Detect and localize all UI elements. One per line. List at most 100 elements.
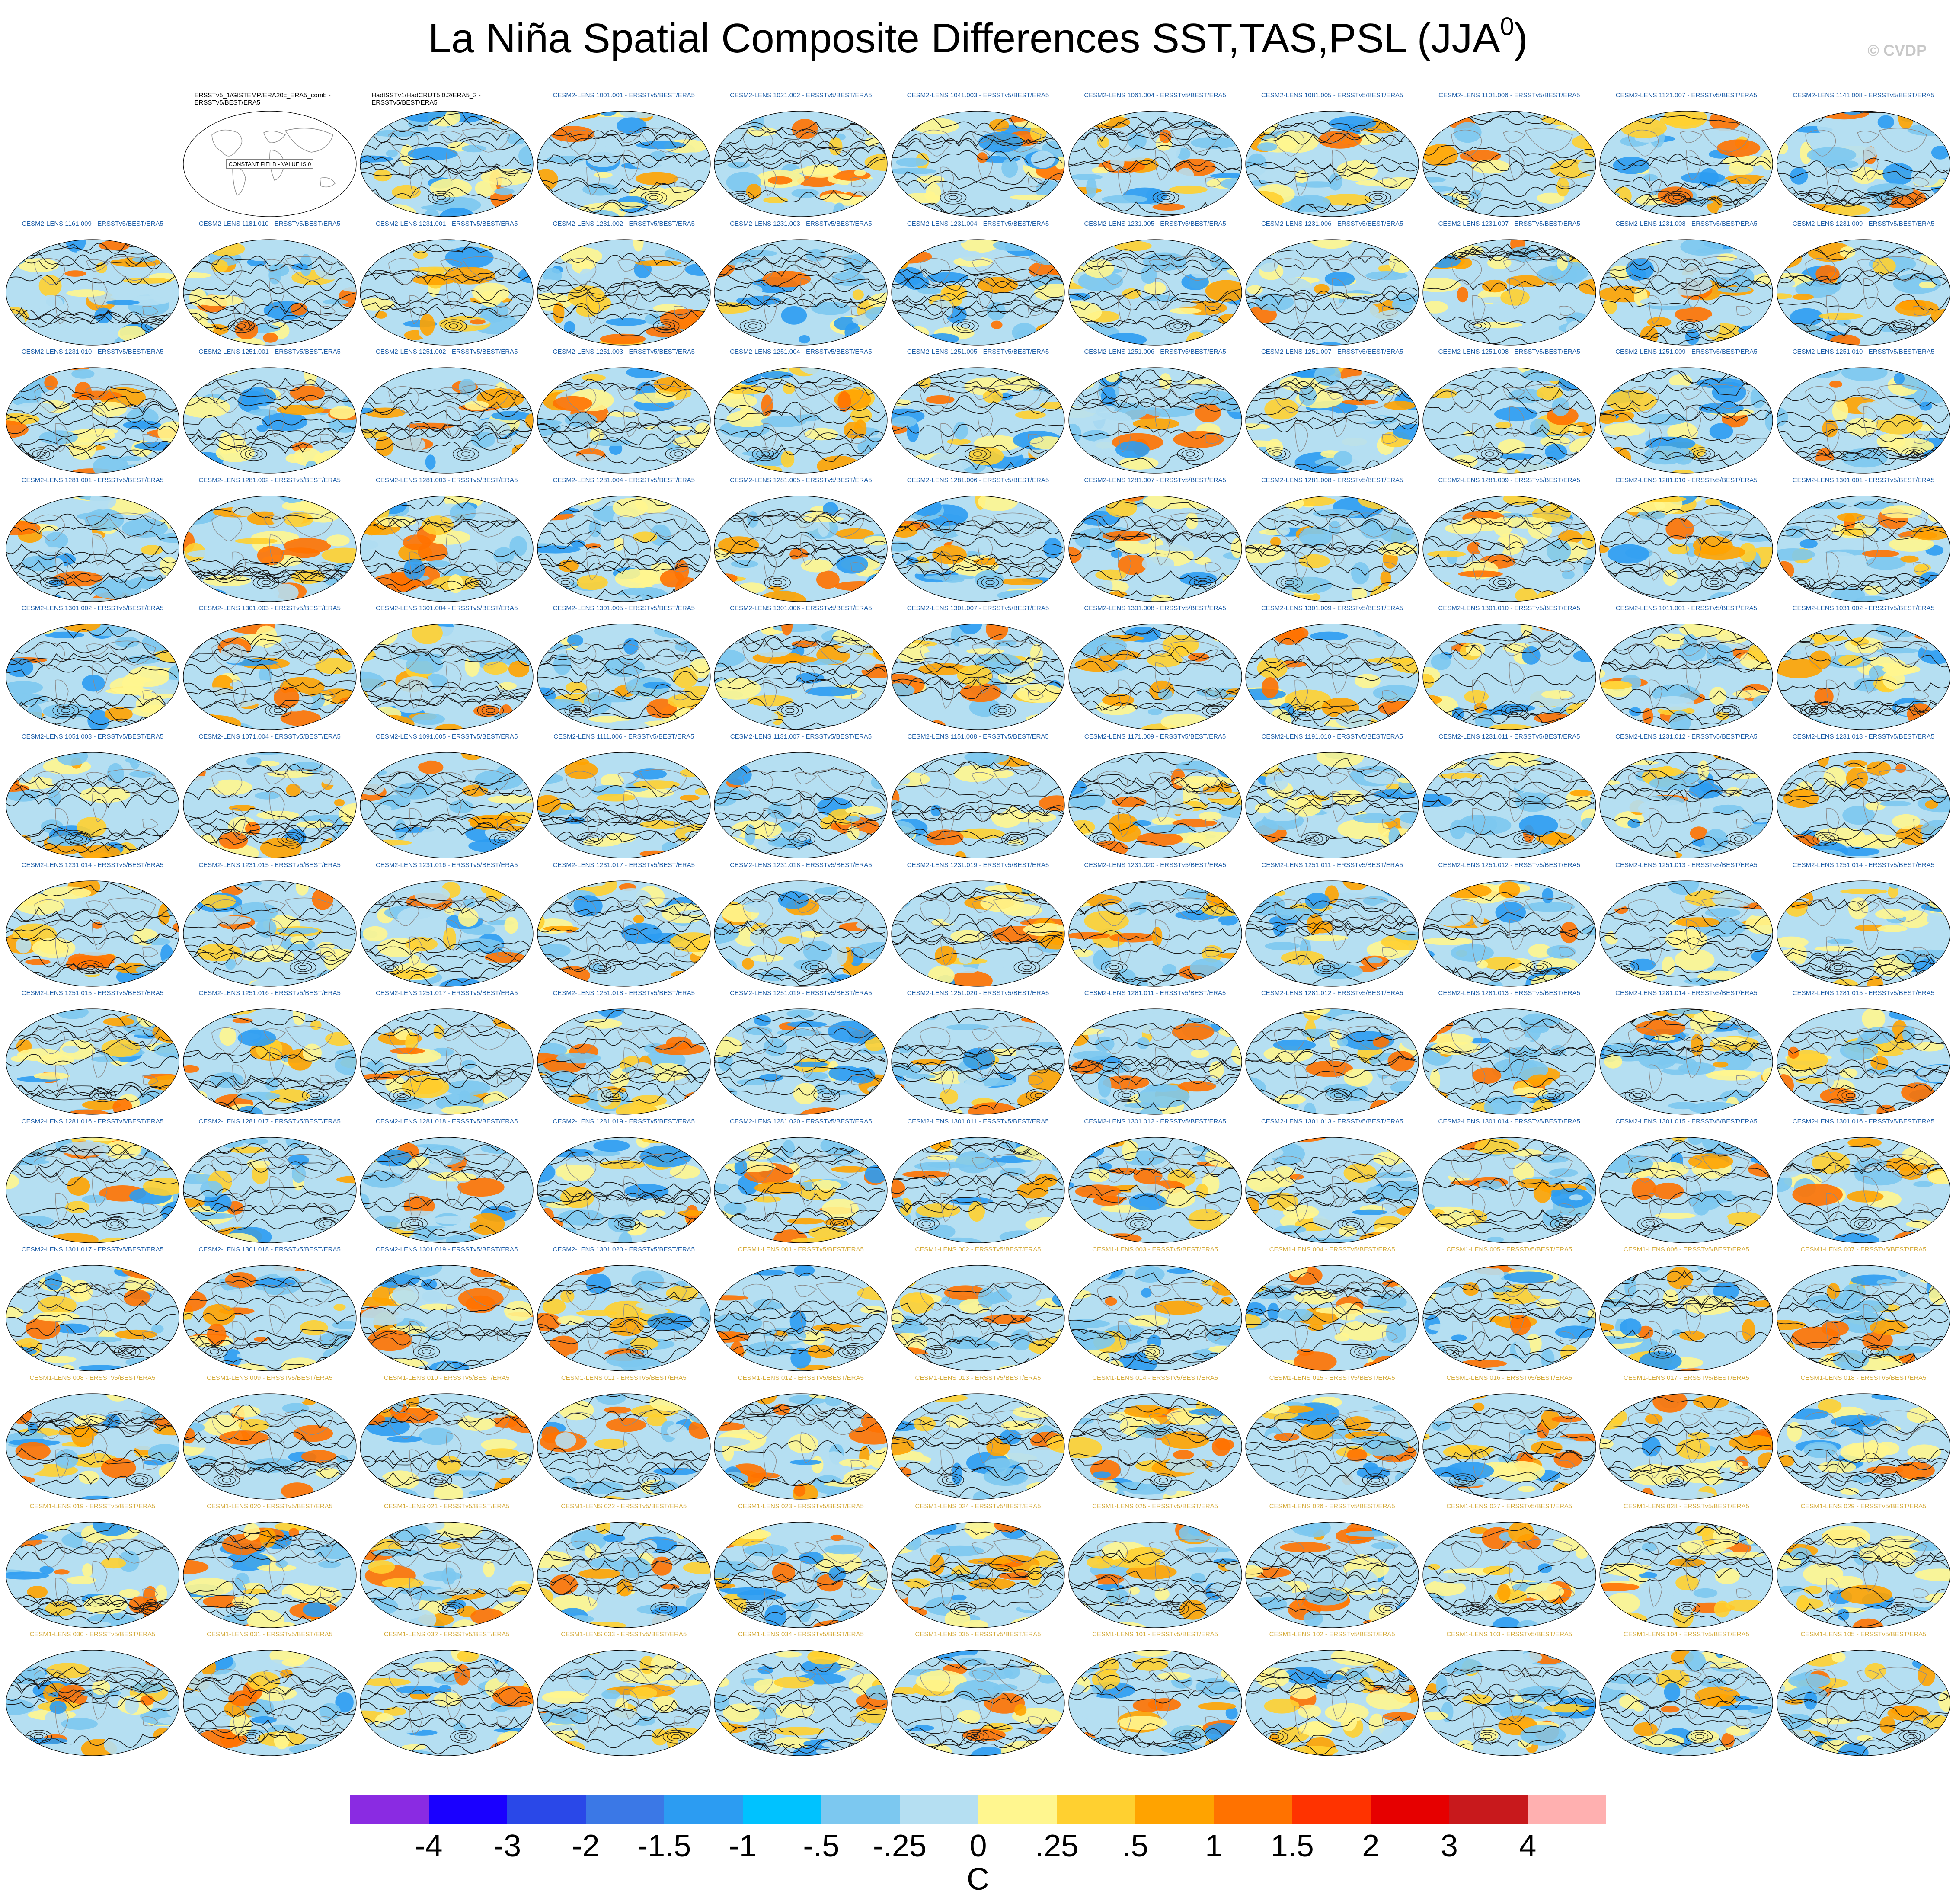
panel-title: CESM2-LENS 1251.017 - ERSSTv5/BEST/ERA5 bbox=[375, 989, 518, 997]
map-panel: CESM2-LENS 1231.017 - ERSSTv5/BEST/ERA5 bbox=[536, 861, 712, 989]
map-panel: CESM2-LENS 1301.012 - ERSSTv5/BEST/ERA5 bbox=[1067, 1118, 1243, 1245]
map-panel: CESM1-LENS 013 - ERSSTv5/BEST/ERA5 bbox=[890, 1374, 1066, 1502]
panel-title: CESM1-LENS 101 - ERSSTv5/BEST/ERA5 bbox=[1092, 1631, 1218, 1638]
robinson-map bbox=[1068, 1008, 1242, 1115]
map-panel: CESM2-LENS 1281.004 - ERSSTv5/BEST/ERA5 bbox=[536, 477, 712, 604]
map-panel: CESM2-LENS 1091.005 - ERSSTv5/BEST/ERA5 bbox=[358, 733, 535, 861]
panel-title: CESM1-LENS 011 - ERSSTv5/BEST/ERA5 bbox=[561, 1374, 687, 1382]
panel-title: CESM2-LENS 1281.009 - ERSSTv5/BEST/ERA5 bbox=[1438, 476, 1581, 484]
panel-title: CESM2-LENS 1251.009 - ERSSTv5/BEST/ERA5 bbox=[1615, 348, 1758, 356]
map-panel: CESM2-LENS 1081.005 - ERSSTv5/BEST/ERA5 bbox=[1244, 92, 1420, 219]
map-panel: CESM1-LENS 002 - ERSSTv5/BEST/ERA5 bbox=[890, 1246, 1066, 1373]
map-panel: CESM2-LENS 1231.011 - ERSSTv5/BEST/ERA5 bbox=[1421, 733, 1598, 861]
panel-title: CESM2-LENS 1001.001 - ERSSTv5/BEST/ERA5 bbox=[553, 92, 695, 99]
robinson-map bbox=[891, 367, 1065, 474]
robinson-map bbox=[891, 1650, 1065, 1756]
panel-title: CESM2-LENS 1251.011 - ERSSTv5/BEST/ERA5 bbox=[1261, 861, 1403, 869]
colorbar-tick-label: 1 bbox=[1205, 1829, 1223, 1863]
panel-title: CESM2-LENS 1301.019 - ERSSTv5/BEST/ERA5 bbox=[375, 1246, 518, 1254]
map-panel: CESM1-LENS 033 - ERSSTv5/BEST/ERA5 bbox=[536, 1631, 712, 1758]
map-panel: CESM2-LENS 1281.017 - ERSSTv5/BEST/ERA5 bbox=[182, 1118, 358, 1245]
map-panel: CESM2-LENS 1231.005 - ERSSTv5/BEST/ERA5 bbox=[1067, 220, 1243, 348]
panel-title: CESM2-LENS 1231.002 - ERSSTv5/BEST/ERA5 bbox=[553, 220, 695, 227]
map-panel: CESM2-LENS 1301.017 - ERSSTv5/BEST/ERA5 bbox=[4, 1246, 181, 1373]
robinson-map bbox=[1599, 367, 1773, 474]
map-panel: CESM2-LENS 1231.003 - ERSSTv5/BEST/ERA5 bbox=[713, 220, 889, 348]
panel-title: CESM2-LENS 1281.003 - ERSSTv5/BEST/ERA5 bbox=[375, 476, 518, 484]
map-panel: CESM2-LENS 1301.014 - ERSSTv5/BEST/ERA5 bbox=[1421, 1118, 1598, 1245]
robinson-map bbox=[182, 367, 357, 474]
panel-title: CESM2-LENS 1231.009 - ERSSTv5/BEST/ERA5 bbox=[1792, 220, 1935, 227]
robinson-map bbox=[1777, 1265, 1950, 1371]
panel-title: CESM1-LENS 029 - ERSSTv5/BEST/ERA5 bbox=[1800, 1502, 1927, 1510]
panel-title: CESM1-LENS 031 - ERSSTv5/BEST/ERA5 bbox=[207, 1631, 333, 1638]
map-panel: CESM2-LENS 1231.004 - ERSSTv5/BEST/ERA5 bbox=[890, 220, 1066, 348]
robinson-map bbox=[891, 1521, 1065, 1628]
colorbar-swatch bbox=[507, 1795, 586, 1824]
map-panel: CESM1-LENS 006 - ERSSTv5/BEST/ERA5 bbox=[1598, 1246, 1774, 1373]
robinson-map bbox=[182, 239, 357, 346]
robinson-map bbox=[1777, 239, 1950, 346]
robinson-map bbox=[1068, 880, 1242, 987]
robinson-map bbox=[1777, 752, 1950, 858]
panel-title: CESM2-LENS 1251.007 - ERSSTv5/BEST/ERA5 bbox=[1261, 348, 1403, 356]
robinson-map bbox=[1245, 1137, 1419, 1243]
map-panel: CESM2-LENS 1021.002 - ERSSTv5/BEST/ERA5 bbox=[713, 92, 889, 219]
panel-title: CESM2-LENS 1251.010 - ERSSTv5/BEST/ERA5 bbox=[1792, 348, 1935, 356]
title-text: La Niña Spatial Composite Differences SS… bbox=[428, 15, 1500, 62]
panel-title: CESM1-LENS 007 - ERSSTv5/BEST/ERA5 bbox=[1800, 1246, 1927, 1254]
panel-title: CESM2-LENS 1251.012 - ERSSTv5/BEST/ERA5 bbox=[1438, 861, 1581, 869]
robinson-map bbox=[1245, 1521, 1419, 1628]
robinson-map bbox=[537, 111, 711, 217]
map-panel: CESM2-LENS 1251.001 - ERSSTv5/BEST/ERA5 bbox=[182, 348, 358, 476]
map-panel: CESM2-LENS 1231.008 - ERSSTv5/BEST/ERA5 bbox=[1598, 220, 1774, 348]
robinson-map bbox=[182, 1650, 357, 1756]
panel-title: CESM2-LENS 1231.016 - ERSSTv5/BEST/ERA5 bbox=[375, 861, 518, 869]
robinson-map bbox=[1245, 239, 1419, 346]
map-panel: CESM2-LENS 1231.006 - ERSSTv5/BEST/ERA5 bbox=[1244, 220, 1420, 348]
map-panel: CESM2-LENS 1011.001 - ERSSTv5/BEST/ERA5 bbox=[1598, 605, 1774, 732]
panel-title: CESM2-LENS 1301.017 - ERSSTv5/BEST/ERA5 bbox=[21, 1246, 164, 1254]
map-panel: CESM2-LENS 1251.016 - ERSSTv5/BEST/ERA5 bbox=[182, 989, 358, 1117]
panel-title: CESM2-LENS 1301.015 - ERSSTv5/BEST/ERA5 bbox=[1615, 1117, 1758, 1125]
panel-title: CESM2-LENS 1151.008 - ERSSTv5/BEST/ERA5 bbox=[907, 733, 1049, 740]
colorbar-swatch bbox=[350, 1795, 429, 1824]
map-panel: CESM2-LENS 1181.010 - ERSSTv5/BEST/ERA5 bbox=[182, 220, 358, 348]
map-panel: CESM2-LENS 1231.018 - ERSSTv5/BEST/ERA5 bbox=[713, 861, 889, 989]
colorbar-tick-label: -4 bbox=[415, 1829, 443, 1863]
panel-title: CESM2-LENS 1101.006 - ERSSTv5/BEST/ERA5 bbox=[1438, 92, 1580, 99]
robinson-map bbox=[1245, 1393, 1419, 1500]
robinson-map bbox=[891, 1008, 1065, 1115]
panel-title: CESM1-LENS 104 - ERSSTv5/BEST/ERA5 bbox=[1623, 1631, 1749, 1638]
robinson-map bbox=[1068, 239, 1242, 346]
map-panel: CESM2-LENS 1301.003 - ERSSTv5/BEST/ERA5 bbox=[182, 605, 358, 732]
panel-title: ERSSTv5_1/GISTEMP/ERA20c_ERA5_comb - ERS… bbox=[194, 92, 331, 106]
panel-title: CESM1-LENS 003 - ERSSTv5/BEST/ERA5 bbox=[1092, 1246, 1218, 1254]
map-panel: CESM2-LENS 1301.020 - ERSSTv5/BEST/ERA5 bbox=[536, 1246, 712, 1373]
panel-title: CESM2-LENS 1281.007 - ERSSTv5/BEST/ERA5 bbox=[1084, 476, 1226, 484]
robinson-map bbox=[1599, 1137, 1773, 1243]
colorbar-tick-label: -3 bbox=[493, 1829, 521, 1863]
robinson-map bbox=[1777, 111, 1950, 217]
panel-title: CESM1-LENS 033 - ERSSTv5/BEST/ERA5 bbox=[561, 1631, 687, 1638]
robinson-map bbox=[182, 624, 357, 730]
panel-title: CESM2-LENS 1301.006 - ERSSTv5/BEST/ERA5 bbox=[730, 605, 872, 612]
robinson-map bbox=[1777, 367, 1950, 474]
map-panel: CESM1-LENS 017 - ERSSTv5/BEST/ERA5 bbox=[1598, 1374, 1774, 1502]
map-panel: CESM1-LENS 103 - ERSSTv5/BEST/ERA5 bbox=[1421, 1631, 1598, 1758]
robinson-map bbox=[1599, 752, 1773, 858]
map-panel: CESM1-LENS 029 - ERSSTv5/BEST/ERA5 bbox=[1775, 1503, 1952, 1630]
title-close: ) bbox=[1514, 15, 1528, 62]
map-panel: CESM2-LENS 1281.011 - ERSSTv5/BEST/ERA5 bbox=[1067, 989, 1243, 1117]
robinson-map bbox=[6, 624, 179, 730]
panel-title: CESM1-LENS 012 - ERSSTv5/BEST/ERA5 bbox=[738, 1374, 864, 1382]
robinson-map bbox=[714, 1650, 888, 1756]
panel-title: CESM2-LENS 1231.013 - ERSSTv5/BEST/ERA5 bbox=[1792, 733, 1935, 740]
robinson-map bbox=[1422, 1521, 1596, 1628]
robinson-map bbox=[891, 624, 1065, 730]
colorbar-swatch bbox=[1449, 1795, 1528, 1824]
map-panel: CESM1-LENS 009 - ERSSTv5/BEST/ERA5 bbox=[182, 1374, 358, 1502]
panel-title: CESM1-LENS 021 - ERSSTv5/BEST/ERA5 bbox=[384, 1502, 510, 1510]
panel-title: CESM2-LENS 1161.009 - ERSSTv5/BEST/ERA5 bbox=[22, 220, 163, 227]
robinson-map bbox=[714, 1008, 888, 1115]
